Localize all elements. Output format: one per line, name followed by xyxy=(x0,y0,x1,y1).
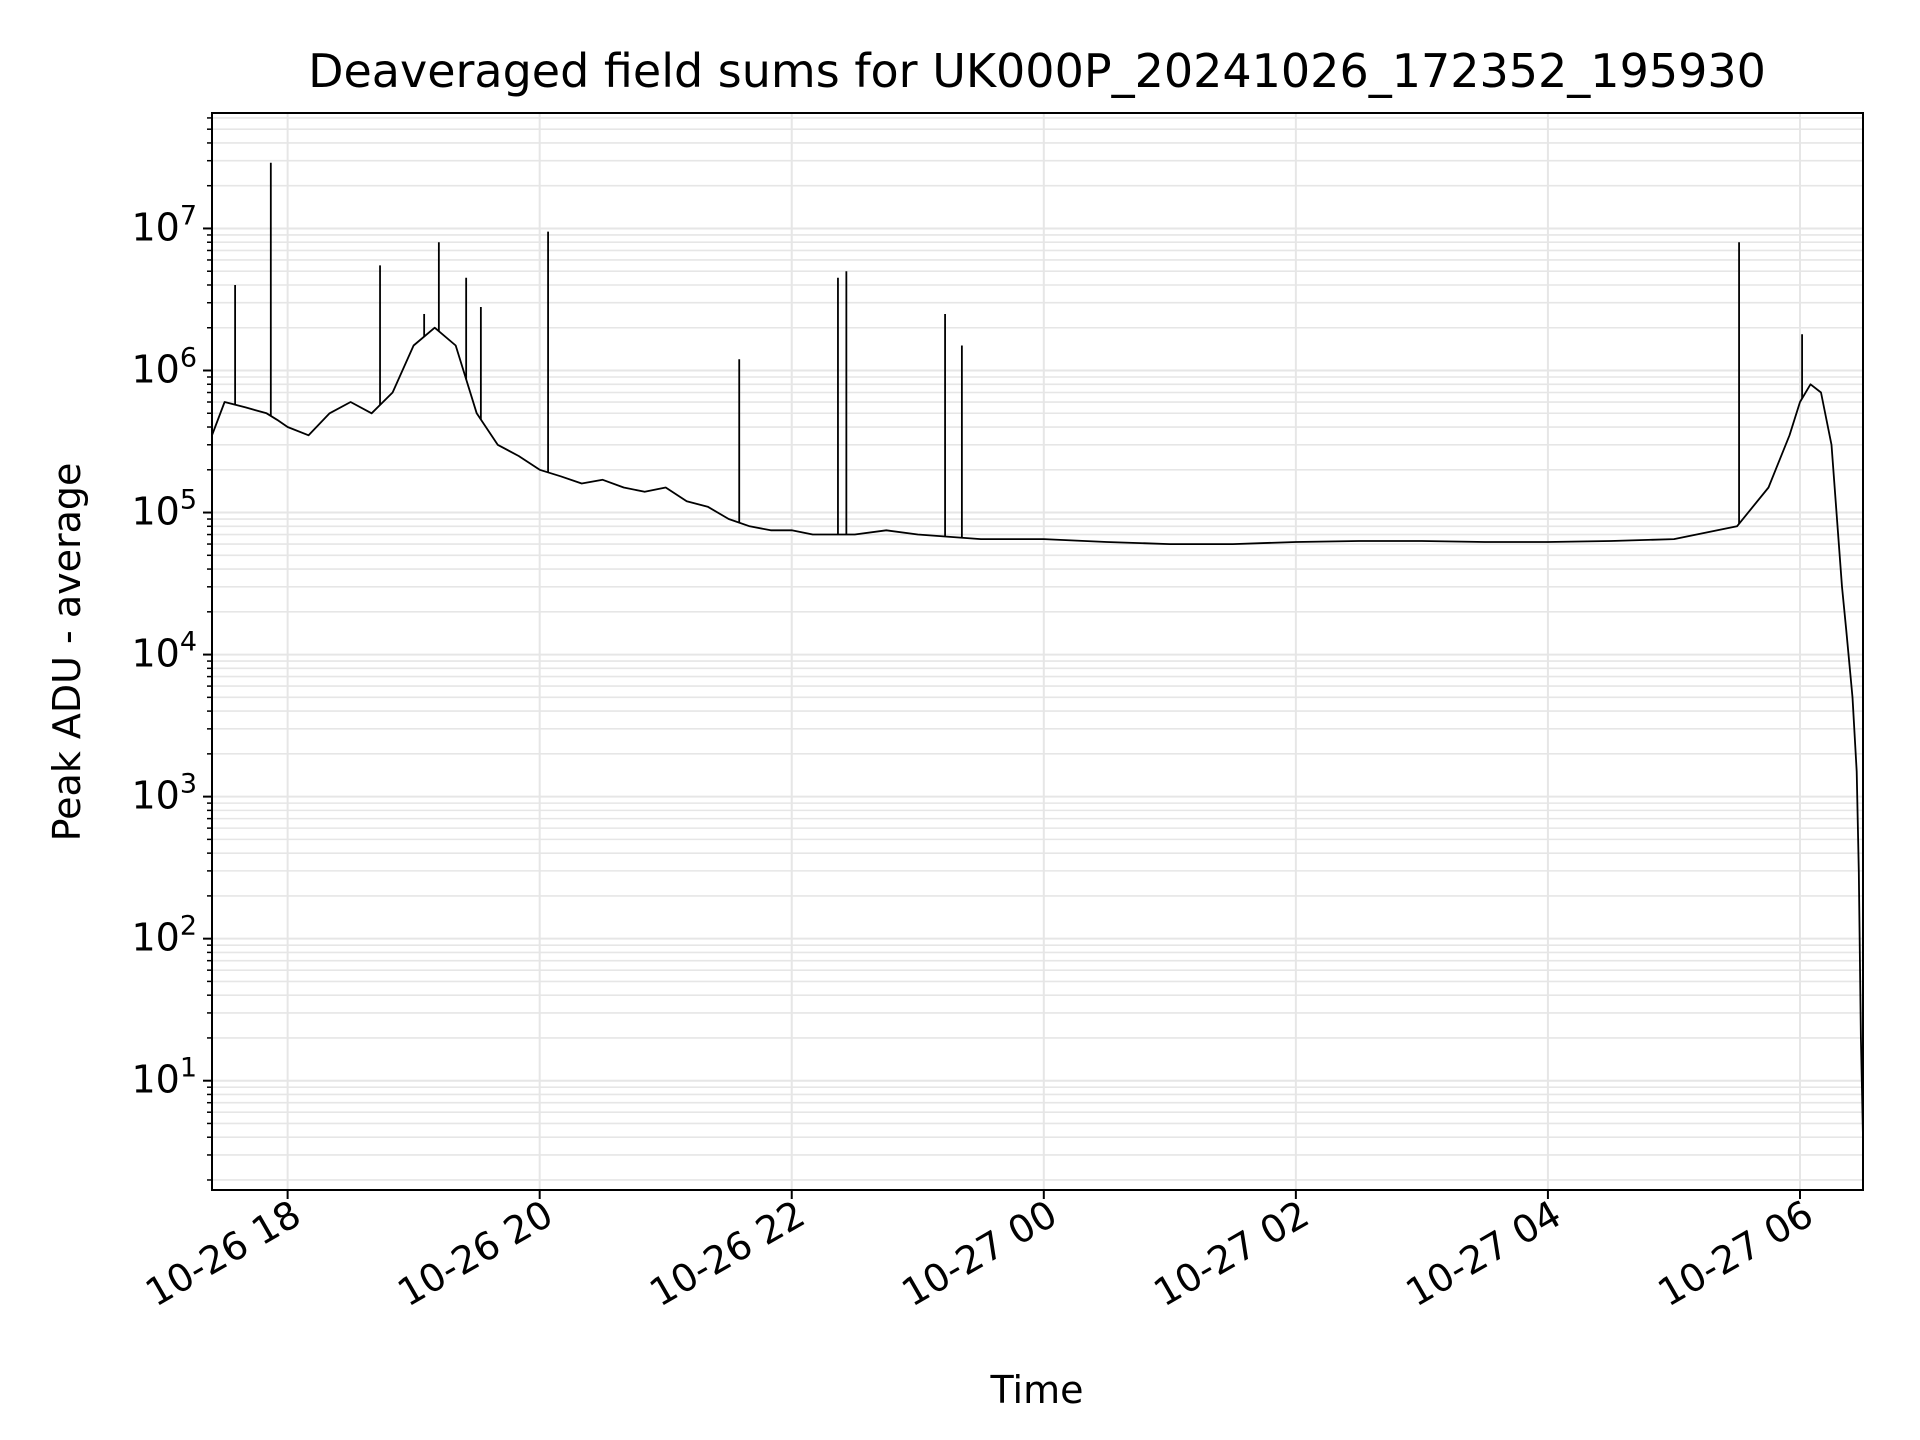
y-axis-label: Peak ADU - average xyxy=(45,463,89,842)
series-line xyxy=(211,326,1864,1138)
y-tick-label: 104 xyxy=(131,627,197,676)
x-axis-label: Time xyxy=(990,1368,1084,1412)
axes-frame xyxy=(211,112,1864,1191)
grid xyxy=(212,113,1863,1190)
y-tick-label: 103 xyxy=(131,769,197,818)
y-tick-label: 102 xyxy=(131,911,197,960)
plot-area xyxy=(211,162,1864,1138)
y-tick-label: 105 xyxy=(131,485,197,534)
y-tick-label: 106 xyxy=(131,343,197,392)
y-tick-label: 107 xyxy=(131,200,197,249)
y-axis: 101 102 103 104 105 106 107 xyxy=(131,117,212,1181)
y-tick-label: 101 xyxy=(131,1053,197,1102)
chart-title: Deaveraged field sums for UK000P_2024102… xyxy=(308,44,1766,98)
